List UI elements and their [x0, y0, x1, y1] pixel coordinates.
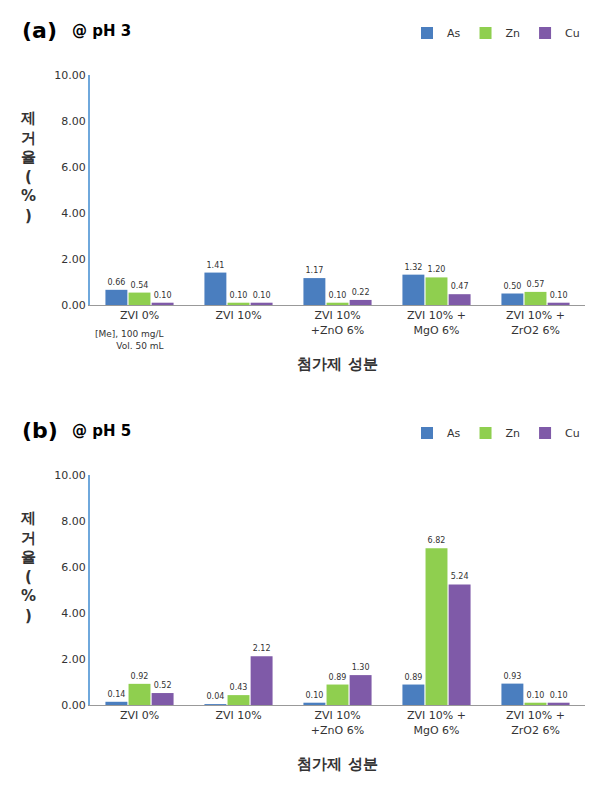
- svg-text:As: As: [447, 427, 461, 440]
- svg-text:10.00: 10.00: [54, 69, 86, 82]
- svg-text:0.52: 0.52: [154, 681, 172, 690]
- svg-text:Zn: Zn: [506, 27, 521, 40]
- svg-text:ZVI 10%: ZVI 10%: [215, 709, 261, 722]
- svg-text:0.92: 0.92: [131, 672, 149, 681]
- svg-text:첨가제 성분: 첨가제 성분: [297, 355, 377, 373]
- svg-text:(b): (b): [22, 418, 58, 443]
- svg-text:0.57: 0.57: [527, 280, 545, 289]
- svg-text:0.10: 0.10: [230, 291, 248, 300]
- svg-text:ZVI 10% +MgO 6%: ZVI 10% +MgO 6%: [407, 709, 466, 736]
- svg-text:0.50: 0.50: [503, 282, 521, 291]
- svg-text:0.47: 0.47: [451, 282, 469, 291]
- svg-text:ZVI 10%: ZVI 10%: [215, 309, 261, 322]
- svg-text:5.24: 5.24: [451, 572, 469, 581]
- svg-text:1.20: 1.20: [428, 265, 446, 274]
- svg-text:0.66: 0.66: [107, 278, 125, 287]
- svg-text:0.10: 0.10: [154, 291, 172, 300]
- svg-text:ZVI 0%: ZVI 0%: [120, 309, 159, 322]
- svg-text:ZVI 10% +ZrO2 6%: ZVI 10% +ZrO2 6%: [506, 709, 565, 736]
- svg-text:ZVI 10%+ZnO 6%: ZVI 10%+ZnO 6%: [311, 309, 364, 336]
- svg-text:8.00: 8.00: [61, 515, 86, 528]
- svg-text:10.00: 10.00: [54, 469, 86, 482]
- svg-text:0.89: 0.89: [329, 673, 347, 682]
- svg-text:ZVI 0%: ZVI 0%: [120, 709, 159, 722]
- svg-text:As: As: [447, 27, 461, 40]
- svg-text:0.22: 0.22: [352, 288, 370, 297]
- svg-text:ZVI 10% +ZrO2 6%: ZVI 10% +ZrO2 6%: [506, 309, 565, 336]
- svg-text:@ pH 5: @ pH 5: [72, 422, 131, 440]
- svg-text:2.00: 2.00: [61, 253, 86, 266]
- svg-text:1.17: 1.17: [305, 266, 323, 275]
- svg-text:ZVI 10% +MgO 6%: ZVI 10% +MgO 6%: [407, 309, 466, 336]
- svg-text:0.10: 0.10: [305, 691, 323, 700]
- svg-text:0.00: 0.00: [61, 299, 86, 312]
- svg-text:1.32: 1.32: [404, 263, 422, 272]
- svg-text:Zn: Zn: [506, 427, 521, 440]
- svg-text:1.41: 1.41: [206, 261, 224, 270]
- svg-text:0.04: 0.04: [206, 692, 224, 701]
- svg-text:1.30: 1.30: [352, 663, 370, 672]
- svg-text:0.89: 0.89: [404, 673, 422, 682]
- svg-text:@ pH 3: @ pH 3: [72, 22, 131, 40]
- svg-text:0.10: 0.10: [550, 291, 568, 300]
- svg-text:8.00: 8.00: [61, 115, 86, 128]
- svg-text:6.82: 6.82: [428, 536, 446, 545]
- svg-text:(a): (a): [22, 18, 57, 43]
- svg-text:0.14: 0.14: [107, 690, 125, 699]
- svg-text:6.00: 6.00: [61, 161, 86, 174]
- svg-text:0.10: 0.10: [527, 691, 545, 700]
- svg-text:2.12: 2.12: [253, 644, 271, 653]
- svg-text:[Me], 100 mg/LVol. 50 mL: [Me], 100 mg/LVol. 50 mL: [95, 329, 164, 351]
- svg-text:0.10: 0.10: [329, 291, 347, 300]
- svg-text:0.93: 0.93: [503, 672, 521, 681]
- svg-text:0.54: 0.54: [131, 281, 149, 290]
- svg-text:첨가제 성분: 첨가제 성분: [297, 755, 377, 773]
- svg-text:6.00: 6.00: [61, 561, 86, 574]
- svg-text:0.00: 0.00: [61, 699, 86, 712]
- svg-text:0.43: 0.43: [230, 683, 248, 692]
- svg-text:제거율(%): 제거율(%): [20, 509, 36, 625]
- svg-text:Cu: Cu: [565, 27, 580, 40]
- svg-text:0.10: 0.10: [253, 291, 271, 300]
- svg-text:0.10: 0.10: [550, 691, 568, 700]
- svg-text:2.00: 2.00: [61, 653, 86, 666]
- svg-text:제거율(%): 제거율(%): [20, 109, 36, 225]
- svg-text:ZVI 10%+ZnO 6%: ZVI 10%+ZnO 6%: [311, 709, 364, 736]
- svg-text:4.00: 4.00: [61, 207, 86, 220]
- svg-text:Cu: Cu: [565, 427, 580, 440]
- svg-text:4.00: 4.00: [61, 607, 86, 620]
